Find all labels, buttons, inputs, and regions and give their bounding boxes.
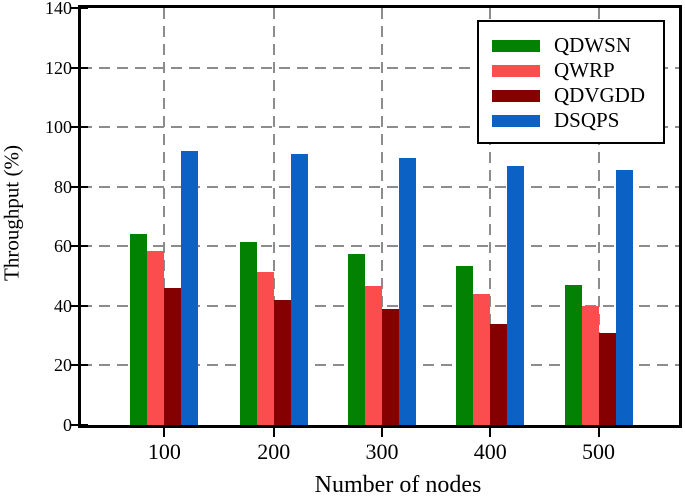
y-tick-label: 140 bbox=[45, 0, 72, 18]
x-gridline bbox=[272, 8, 275, 425]
y-axis-title: Throughput (%) bbox=[0, 145, 24, 281]
bar-qwrp bbox=[364, 286, 382, 425]
y-axis-tick bbox=[71, 364, 88, 367]
bar-qdvgdd bbox=[490, 323, 508, 425]
bar-qwrp bbox=[473, 293, 491, 425]
bar-qdwsn bbox=[130, 234, 148, 425]
x-axis-tick bbox=[272, 428, 275, 437]
y-tick-label: 60 bbox=[54, 236, 72, 257]
x-tick-label: 300 bbox=[365, 439, 399, 464]
bar-dsqps bbox=[615, 170, 633, 425]
y-tick-label: 40 bbox=[54, 295, 72, 316]
bar-dsqps bbox=[290, 153, 308, 425]
x-axis-tick bbox=[597, 428, 600, 437]
y-axis-tick bbox=[71, 126, 88, 129]
legend-item: QDVGDD bbox=[479, 83, 663, 108]
y-gridline bbox=[81, 245, 679, 248]
bar-qdwsn bbox=[564, 285, 582, 425]
bar-qwrp bbox=[581, 305, 599, 425]
bar-qdwsn bbox=[239, 241, 257, 425]
y-gridline bbox=[81, 66, 679, 69]
y-axis-tick bbox=[71, 185, 88, 188]
y-tick-label: 100 bbox=[45, 117, 72, 138]
bar-dsqps bbox=[398, 158, 416, 425]
bar-qwrp bbox=[256, 271, 274, 425]
x-tick-label: 500 bbox=[582, 439, 615, 464]
legend-label: QDVGDD bbox=[554, 83, 645, 107]
x-tick-label: 200 bbox=[257, 439, 291, 464]
y-tick-label: 80 bbox=[54, 176, 72, 197]
bar-qdwsn bbox=[456, 265, 474, 425]
legend-item: QDWSN bbox=[479, 33, 663, 58]
bar-qwrp bbox=[147, 250, 165, 425]
x-axis-tick bbox=[489, 428, 492, 437]
x-gridline bbox=[163, 8, 166, 425]
x-gridline bbox=[489, 8, 492, 425]
x-axis-title: Number of nodes bbox=[314, 472, 482, 498]
bar-dsqps bbox=[507, 165, 525, 425]
legend-item: QWRP bbox=[479, 58, 663, 83]
x-gridline bbox=[380, 8, 383, 425]
y-gridline bbox=[81, 185, 679, 188]
bar-dsqps bbox=[181, 150, 199, 425]
legend-label: DSQPS bbox=[554, 108, 620, 132]
legend: QDWSN QWRP QDVGDD DSQPS bbox=[477, 20, 665, 144]
x-axis-tick bbox=[380, 428, 383, 437]
y-gridline bbox=[81, 126, 679, 129]
legend-label: QDWSN bbox=[554, 33, 631, 57]
y-axis-tick bbox=[71, 7, 88, 9]
x-tick-label: 100 bbox=[147, 439, 181, 464]
x-tick-label: 400 bbox=[473, 439, 507, 464]
bar-qdvgdd bbox=[273, 299, 291, 425]
legend-swatch bbox=[492, 64, 540, 77]
bar-qdvgdd bbox=[381, 308, 399, 425]
y-axis-tick bbox=[71, 304, 88, 307]
x-gridline bbox=[597, 8, 600, 425]
bar-qdwsn bbox=[347, 253, 365, 425]
legend-swatch bbox=[492, 39, 540, 52]
plot-area-border bbox=[78, 5, 682, 428]
y-axis-tick bbox=[71, 424, 88, 426]
y-axis-tick bbox=[71, 245, 88, 248]
y-tick-label: 20 bbox=[54, 355, 72, 376]
y-axis-tick bbox=[71, 66, 88, 69]
y-tick-label: 0 bbox=[63, 415, 72, 435]
bar-qdvgdd bbox=[598, 332, 616, 425]
legend-swatch bbox=[492, 114, 540, 127]
legend-label: QWRP bbox=[554, 58, 615, 82]
x-axis-tick bbox=[163, 428, 166, 437]
y-tick-label: 120 bbox=[45, 57, 72, 78]
legend-item: DSQPS bbox=[479, 108, 663, 133]
bar-qdvgdd bbox=[164, 287, 182, 425]
legend-swatch bbox=[492, 89, 540, 102]
